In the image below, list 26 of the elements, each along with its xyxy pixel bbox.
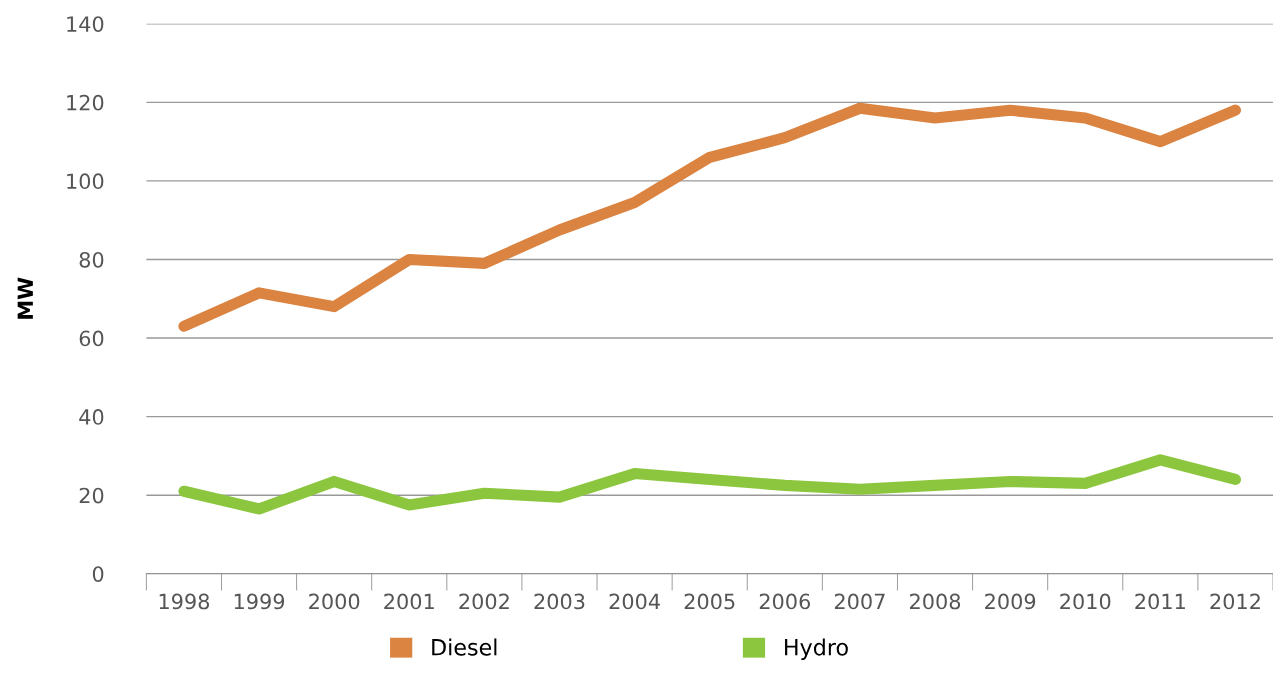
x-tick-label: 2008: [910, 593, 961, 610]
y-axis-title: MW: [17, 277, 33, 319]
x-tick-label: 2006: [759, 593, 810, 610]
legend-label: Hydro: [785, 638, 848, 660]
y-tick-label: 100: [67, 173, 104, 190]
x-tick-label: 2012: [1210, 593, 1260, 610]
y-tick-label: 0: [92, 566, 104, 582]
y-tick-label: 140: [67, 16, 104, 32]
y-tick-label: 40: [79, 409, 104, 425]
y-tick-label: 20: [79, 487, 104, 504]
x-tick-label: 2007: [834, 593, 885, 610]
x-tick-label: 2002: [459, 593, 509, 610]
x-tick-label: 2011: [1135, 593, 1185, 610]
y-tick-label: 120: [67, 94, 104, 111]
x-tick-label: 2001: [384, 593, 434, 610]
y-tick-label: 80: [79, 251, 104, 268]
x-tick-label: 2005: [684, 593, 735, 610]
x-tick-label: 2004: [609, 593, 660, 610]
x-tick-label: 2000: [309, 593, 360, 610]
x-tick-label: 2009: [985, 593, 1036, 610]
x-tick-label: 2003: [534, 593, 585, 610]
x-tick-label: 1998: [159, 593, 210, 610]
legend-label: Diesel: [432, 638, 497, 656]
x-tick-label: 1999: [234, 593, 285, 610]
y-tick-label: 60: [79, 330, 104, 347]
x-tick-label: 2010: [1060, 593, 1111, 610]
